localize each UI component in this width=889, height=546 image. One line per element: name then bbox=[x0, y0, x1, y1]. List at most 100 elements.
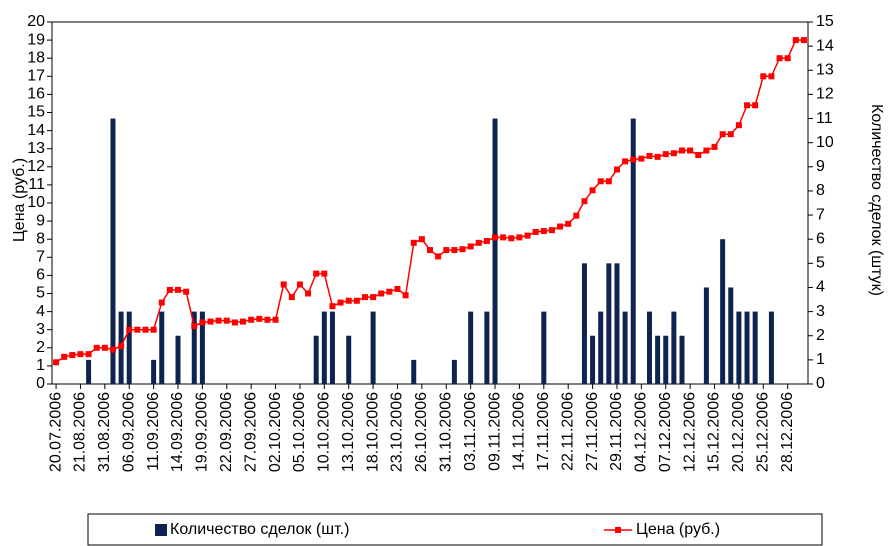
bar bbox=[728, 287, 734, 384]
price-marker bbox=[589, 187, 596, 194]
price-marker bbox=[272, 316, 279, 323]
price-marker bbox=[622, 158, 629, 165]
price-marker bbox=[207, 318, 214, 325]
price-marker bbox=[492, 234, 499, 241]
bar bbox=[175, 335, 181, 384]
y2-tick-label: 4 bbox=[816, 279, 825, 296]
bar bbox=[86, 359, 92, 384]
price-marker bbox=[703, 147, 710, 154]
bar bbox=[151, 359, 157, 384]
x-tick-label: 05.10.2006 bbox=[291, 392, 308, 472]
x-tick-label: 14.11.2006 bbox=[511, 392, 528, 471]
bar bbox=[492, 118, 498, 385]
price-marker bbox=[353, 297, 360, 304]
bar bbox=[744, 311, 750, 384]
price-marker bbox=[443, 247, 450, 254]
y-tick-label: 18 bbox=[27, 49, 45, 66]
price-marker bbox=[646, 152, 653, 159]
price-marker bbox=[231, 319, 238, 326]
price-marker bbox=[109, 346, 116, 353]
x-tick-label: 09.11.2006 bbox=[486, 392, 503, 471]
y-tick-label: 12 bbox=[27, 158, 45, 175]
price-marker bbox=[175, 286, 181, 293]
y2-tick-label: 0 bbox=[816, 375, 825, 392]
price-marker bbox=[467, 243, 474, 250]
x-tick-label: 07.12.2006 bbox=[657, 392, 674, 472]
bar bbox=[622, 311, 628, 384]
x-tick-label: 29.11.2006 bbox=[608, 392, 625, 471]
price-marker bbox=[256, 315, 263, 322]
y2-tick-label: 14 bbox=[816, 37, 834, 54]
bar bbox=[655, 335, 661, 384]
price-marker bbox=[532, 228, 539, 235]
price-marker bbox=[679, 147, 685, 154]
price-marker bbox=[776, 55, 783, 62]
price-marker bbox=[288, 294, 295, 301]
bar bbox=[484, 311, 490, 384]
y-tick-label: 17 bbox=[27, 68, 45, 85]
y-tick-label: 19 bbox=[27, 31, 45, 48]
price-marker bbox=[695, 152, 702, 159]
x-tick-label: 20.12.2006 bbox=[730, 392, 747, 472]
x-tick-label: 11.09.2006 bbox=[145, 392, 162, 471]
price-marker bbox=[296, 281, 303, 288]
bar bbox=[598, 311, 604, 384]
x-tick-label: 31.08.2006 bbox=[96, 392, 113, 472]
x-tick-label: 26.10.2006 bbox=[413, 392, 430, 472]
price-marker bbox=[613, 166, 620, 173]
y-tick-label: 11 bbox=[28, 176, 45, 193]
price-marker bbox=[402, 292, 409, 299]
y2-tick-label: 7 bbox=[816, 206, 825, 223]
y2-tick-label: 2 bbox=[816, 327, 825, 344]
bar bbox=[768, 311, 774, 384]
bar bbox=[590, 335, 596, 384]
price-marker bbox=[451, 247, 458, 254]
price-marker bbox=[760, 73, 767, 80]
y-tick-label: 0 bbox=[36, 375, 45, 392]
bar bbox=[720, 239, 726, 384]
price-marker bbox=[101, 344, 108, 351]
price-marker bbox=[118, 342, 125, 349]
price-marker bbox=[394, 285, 401, 292]
price-marker bbox=[670, 150, 677, 157]
price-marker bbox=[800, 37, 807, 44]
x-tick-label: 12.12.2006 bbox=[681, 392, 698, 472]
x-tick-label: 06.09.2006 bbox=[120, 392, 137, 472]
x-tick-label: 17.11.2006 bbox=[535, 392, 552, 471]
price-marker bbox=[370, 294, 377, 301]
price-marker bbox=[150, 326, 157, 333]
price-marker bbox=[784, 55, 791, 62]
y2-tick-label: 5 bbox=[816, 255, 825, 272]
price-marker bbox=[191, 323, 198, 330]
price-marker bbox=[240, 318, 247, 325]
bar bbox=[191, 311, 197, 384]
price-marker bbox=[500, 234, 507, 241]
price-marker bbox=[378, 290, 385, 297]
price-marker bbox=[329, 303, 336, 310]
x-tick-label: 22.11.2006 bbox=[559, 392, 576, 471]
y2-axis-title: Количество сделок (штук) bbox=[868, 104, 885, 296]
bar bbox=[110, 118, 116, 385]
price-marker bbox=[459, 246, 466, 253]
x-tick-label: 21.08.2006 bbox=[72, 392, 89, 472]
price-marker bbox=[248, 316, 255, 323]
x-tick-label: 31.10.2006 bbox=[437, 392, 454, 472]
price-marker bbox=[418, 236, 425, 243]
price-marker bbox=[77, 351, 84, 358]
legend-marker bbox=[615, 527, 621, 533]
price-marker bbox=[215, 317, 222, 324]
x-tick-label: 27.11.2006 bbox=[584, 392, 601, 471]
legend-label: Цена (руб.) bbox=[636, 521, 720, 538]
price-marker bbox=[483, 238, 490, 245]
y-tick-label: 1 bbox=[36, 357, 45, 374]
price-marker bbox=[662, 151, 669, 158]
bar bbox=[313, 335, 319, 384]
price-marker bbox=[427, 247, 433, 254]
x-tick-label: 14.09.2006 bbox=[169, 392, 186, 472]
bar bbox=[663, 335, 669, 384]
price-marker bbox=[134, 326, 141, 333]
x-tick-label: 18.10.2006 bbox=[364, 392, 381, 472]
bar bbox=[411, 359, 417, 384]
bar bbox=[329, 311, 335, 384]
price-marker bbox=[605, 178, 612, 185]
